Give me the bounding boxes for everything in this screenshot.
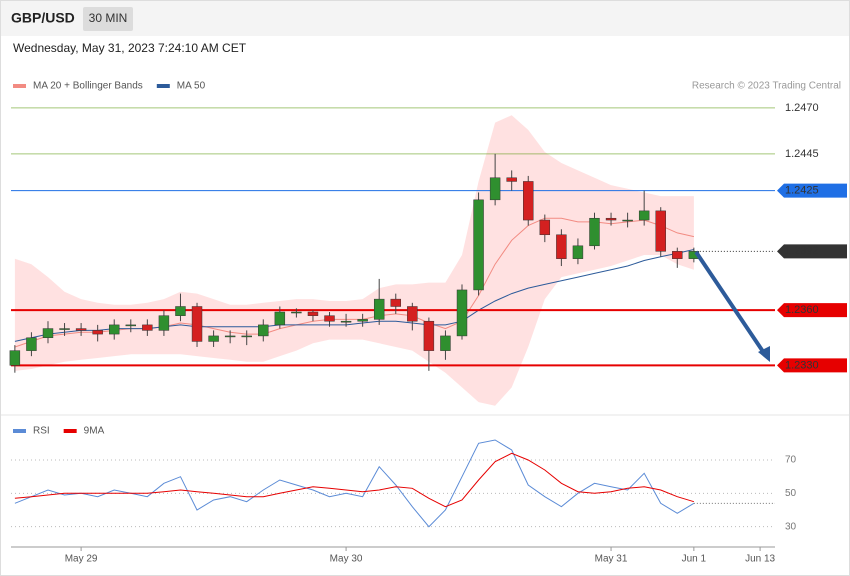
y-tick-label: 50 [785,488,797,499]
level-label: 1.2330 [785,359,819,371]
candle-body [423,320,435,351]
level-label: 1.2445 [785,148,819,160]
legend-label: MA 50 [177,81,206,92]
interval-box[interactable] [83,7,133,31]
candle-body [291,311,302,314]
candle-body [175,306,186,316]
candle-body [506,177,517,182]
legend-swatch [63,429,77,433]
candle-body [9,350,21,366]
legend-swatch [13,84,26,88]
level-tag [777,244,847,259]
interval[interactable]: 30 MIN [89,11,128,25]
x-tick-label: Jun 13 [745,554,775,565]
candle-body [59,328,70,330]
candle-body [523,181,534,221]
candle-body [373,298,385,320]
candle-body [274,311,286,326]
candle-body [340,320,352,323]
candle-body [142,324,153,331]
legend-label: RSI [33,426,50,437]
level-label: 1.2470 [785,102,819,114]
candle-body [489,177,501,201]
level-tag [777,358,847,373]
candle-body [672,251,683,259]
candle-body [622,219,633,222]
candle-body [92,330,103,335]
candle-body [324,315,335,322]
candle-body [258,324,269,337]
level-tag [777,303,847,318]
candle-body [125,324,137,327]
rsi-panel: 30 50 70 May 29 May 30 May 31 Jun 1 Jun 13 RSI 9M… [11,426,797,565]
candle-body [109,324,120,335]
legend-label: 9MA [84,426,105,437]
x-tick-label: May 30 [330,554,363,565]
symbol: GBP/USD [11,10,75,26]
candle-body [638,210,650,221]
timestamp: Wednesday, May 31, 2023 7:24:10 AM CET [13,41,247,55]
candle-body [473,199,484,291]
candle-body [357,319,368,322]
candle-body [390,298,401,307]
x-tick-label: May 31 [595,554,628,565]
header-bar [1,1,849,36]
legend-label: MA 20 + Bollinger Bands [33,81,143,92]
y-tick-label: 70 [785,455,797,466]
candle-body [191,306,203,342]
candle-body [307,311,319,316]
candle-body [572,245,584,259]
x-tick-label: Jun 1 [682,554,707,565]
moving-average [14,249,695,342]
candle-body [75,328,87,331]
legend-swatch [156,84,170,88]
level-label: 1.2392 [785,245,819,257]
candle-body [655,210,666,252]
candle-body [589,217,600,247]
candle-body [440,335,451,351]
x-tick-label: May 29 [65,554,98,565]
candle-body [26,337,37,351]
indicator-line [14,452,695,508]
credit: Research © 2023 Trading Central [692,81,841,92]
level-label: 1.2425 [785,185,819,197]
arrow-head [758,346,770,362]
forecast-arrow [694,250,768,358]
candle-body [539,219,551,236]
candle-body [208,335,219,342]
candle-body [605,217,617,221]
candle-body [407,306,418,322]
candle-body [42,328,54,339]
level-label: 1.2360 [785,304,819,316]
price-panel: 1.2470 1.2445 1.2425 1.2392 1.2360 1.2330 MA 2… [9,81,847,406]
legend-swatch [13,429,26,433]
candle-body [241,335,252,338]
candle-body [456,289,468,337]
y-tick-label: 30 [785,521,797,532]
level-tag [777,183,847,198]
candle-body [158,315,170,331]
candle-body [224,335,236,338]
candle-body [556,234,567,259]
